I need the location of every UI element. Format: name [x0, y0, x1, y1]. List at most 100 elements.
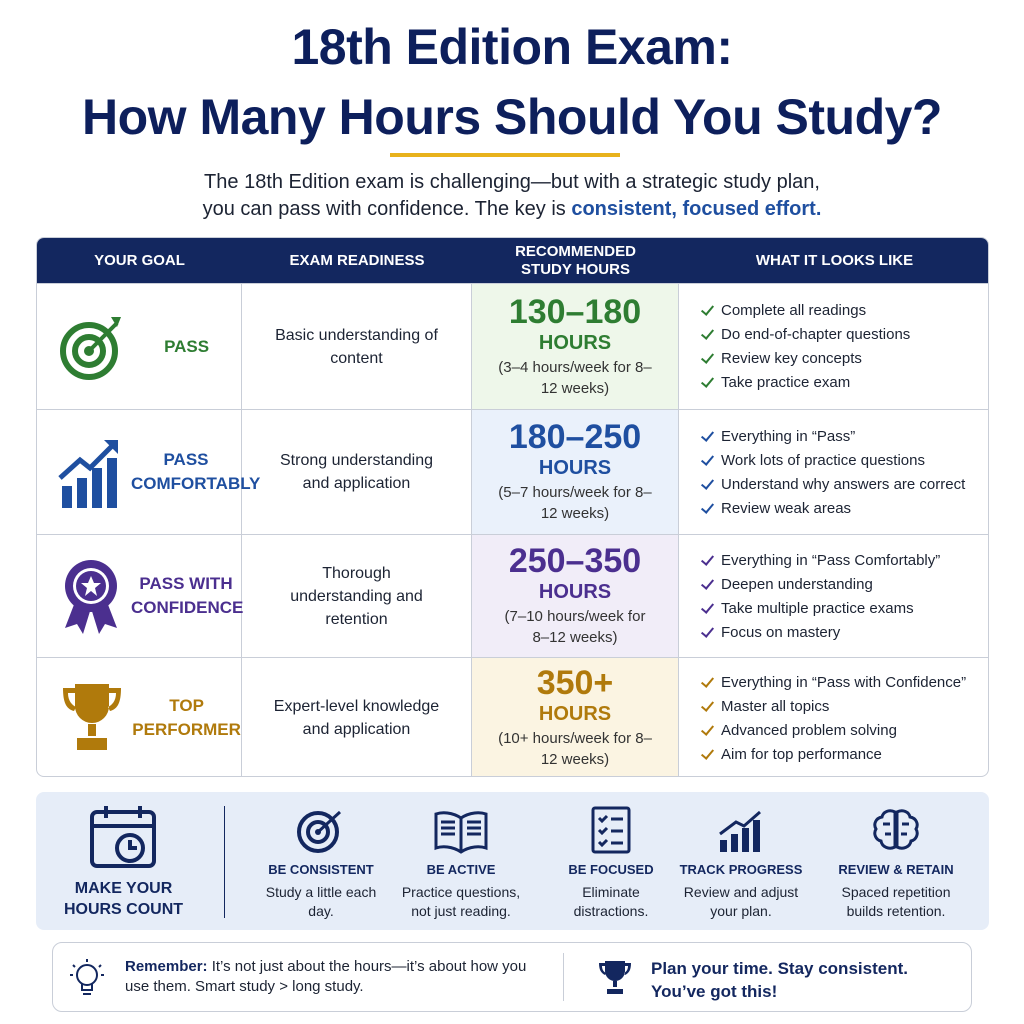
goal-icon [57, 434, 125, 510]
trophy-icon [599, 961, 631, 994]
hours-detail: (10+ hours/week for 8–12 weeks) [498, 730, 652, 768]
hours-unit: HOURS [538, 457, 612, 479]
column-header: EXAM READINESS [242, 238, 472, 283]
hours-detail: (3–4 hours/week for 8–12 weeks) [498, 358, 652, 397]
remember-text: It’s not just about the hours—it’s about… [125, 958, 527, 995]
checklist-item: Everything in “Pass with Confidence” [701, 674, 971, 691]
tip-title: BE ACTIVE [426, 862, 496, 877]
tip: BE ACTIVE Practice questions, not just re… [386, 804, 536, 942]
tip-text: Spaced repetition builds retention. [841, 884, 951, 919]
checklist-cell: Everything in “Pass” Work lots of practic… [679, 410, 988, 534]
hours-unit: HOURS [538, 581, 612, 603]
title-underline [390, 153, 620, 157]
tips-divider [224, 806, 225, 918]
tip-icon [821, 804, 971, 854]
checklist-item: Understand why answers are correct [701, 476, 971, 493]
checklist-item: Deepen understanding [701, 576, 971, 593]
checklist-item: Review key concepts [701, 350, 971, 367]
checklist-item: Everything in “Pass Comfortably” [701, 552, 971, 569]
tip-title: BE FOCUSED [568, 862, 654, 877]
goal-icon [57, 558, 125, 634]
checklist: Everything in “Pass Comfortably” Deepen u… [701, 545, 971, 648]
tip-title: TRACK PROGRESS [679, 862, 803, 877]
column-header: YOUR GOAL [37, 238, 242, 283]
tip-icon-svg [873, 809, 919, 850]
goal-cell: PASS WITH CONFIDENCE [37, 535, 244, 657]
readiness: Expert-level knowledge and application [273, 698, 440, 738]
hours-detail: (5–7 hours/week for 8–12 weeks) [498, 484, 652, 522]
hours-cell: 350+ HOURS (10+ hours/week for 8–12 weeks) [472, 658, 679, 776]
hours: 250–350 [508, 542, 642, 580]
tip-icon-svg [434, 811, 488, 854]
tip-icon-svg [591, 806, 631, 854]
table-row: TOP PERFORMER Expert-level knowledge and … [37, 657, 988, 776]
goal-cell: PASS COMFORTABLY [37, 410, 261, 534]
tip-text: Eliminate distractions. [573, 884, 649, 919]
checklist-cell: Everything in “Pass Comfortably” Deepen u… [679, 535, 988, 657]
checklist-item: Everything in “Pass” [701, 428, 971, 445]
closing-line: Plan your time. Stay consistent. [651, 959, 908, 978]
tip: REVIEW & RETAIN Spaced repetition builds … [821, 804, 971, 942]
hours: 350+ [536, 664, 614, 702]
readiness: Thorough understanding and retention [290, 564, 423, 628]
goal-icon-svg [59, 316, 121, 380]
goal-icon-svg [58, 440, 118, 508]
checklist: Complete all readings Do end-of-chapter q… [701, 295, 971, 398]
tip-icon [246, 804, 396, 854]
column-header: RECOMMENDED STUDY HOURS [472, 238, 679, 283]
tip: TRACK PROGRESS Review and adjust your pla… [666, 804, 816, 942]
readiness-cell: Expert-level knowledge and application [242, 658, 472, 776]
checklist: Everything in “Pass with Confidence” Mast… [701, 667, 971, 770]
tip-title: BE CONSISTENT [268, 862, 374, 877]
tips-heading: MAKE YOUR HOURS COUNT [63, 880, 184, 918]
intro-text: you can pass with confidence. The key is [202, 198, 572, 220]
hours: 180–250 [508, 418, 642, 456]
goal: PASS COMFORTABLY [131, 450, 261, 493]
goal: PASS WITH CONFIDENCE [131, 574, 244, 617]
goal-cell: TOP PERFORMER [37, 658, 242, 776]
column-header: WHAT IT LOOKS LIKE [679, 238, 988, 283]
checklist-item: Focus on mastery [701, 624, 971, 641]
checklist: Everything in “Pass” Work lots of practic… [701, 421, 971, 524]
hours-cell: 130–180 HOURS (3–4 hours/week for 8–12 wee… [472, 284, 679, 409]
tips-panel: MAKE YOUR HOURS COUNT BE CONSISTENT Study … [36, 792, 989, 930]
checklist-item: Review weak areas [701, 500, 971, 517]
tip-text: Practice questions, not just reading. [401, 884, 521, 919]
tip-icon [386, 804, 536, 854]
intro-emphasis: consistent, focused effort. [571, 198, 822, 220]
hours-detail: (7–10 hours/week for 8–12 weeks) [504, 608, 646, 646]
goal-icon-svg [62, 684, 121, 750]
readiness-cell: Basic understanding of content [242, 284, 472, 409]
remember-label: Remember: [125, 958, 208, 975]
checklist-item: Work lots of practice questions [701, 452, 971, 469]
checklist-cell: Complete all readings Do end-of-chapter q… [679, 284, 988, 409]
tip-icon [666, 804, 816, 854]
readiness-cell: Thorough understanding and retention [242, 535, 472, 657]
footer: Remember: It’s not just about the hours—… [52, 942, 972, 1012]
checklist-item: Aim for top performance [701, 746, 971, 763]
closing-line: You’ve got this! [651, 982, 778, 1001]
tip: BE FOCUSED Eliminate distractions. [536, 804, 686, 942]
checklist-item: Master all topics [701, 698, 971, 715]
hours-cell: 180–250 HOURS (5–7 hours/week for 8–12 wee… [472, 410, 679, 534]
calendar-icon-svg [90, 806, 156, 868]
checklist-item: Take practice exam [701, 374, 971, 391]
goal: TOP PERFORMER [132, 696, 241, 739]
tip-text: Review and adjust your plan. [683, 884, 799, 919]
tip-title: REVIEW & RETAIN [838, 862, 954, 877]
study-table: YOUR GOAL EXAM READINESS RECOMMENDED STUDY… [36, 237, 989, 777]
tip-icon-svg [719, 810, 761, 852]
title: 18th Edition Exam: [291, 19, 733, 75]
calendar-icon [88, 804, 158, 875]
goal-cell: PASS [37, 284, 242, 409]
readiness-cell: Strong understanding and application [242, 410, 472, 534]
hours: 130–180 [508, 292, 642, 331]
checklist-item: Advanced problem solving [701, 722, 971, 739]
table-row: PASS WITH CONFIDENCE Thorough understandi… [37, 534, 988, 657]
remember: Remember: It’s not just about the hours—… [125, 957, 545, 997]
intro: you can pass with confidence. The key is… [0, 198, 1024, 221]
goal-icon-svg [65, 560, 117, 634]
tip: BE CONSISTENT Study a little each day. [246, 804, 396, 942]
checklist-item: Complete all readings [701, 302, 971, 319]
